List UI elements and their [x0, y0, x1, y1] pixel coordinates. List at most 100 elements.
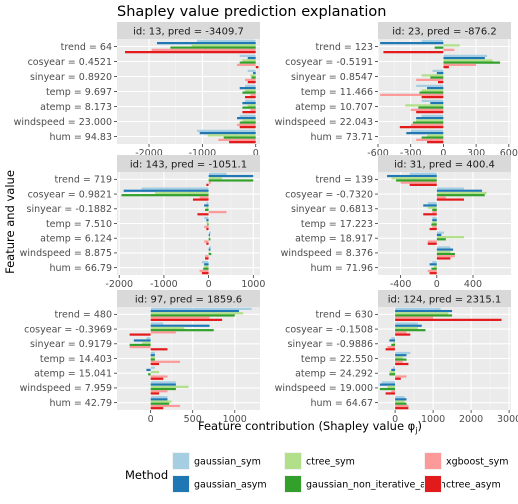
bar-gaussian_non_iterative_asym: [412, 121, 444, 124]
bar-gaussian_non_iterative_asym: [389, 373, 396, 376]
y-tick-label: windspeed = 22.043: [275, 117, 373, 128]
bar-gaussian_non_iterative_asym: [150, 358, 155, 361]
bar-gaussian_sym: [208, 172, 227, 175]
bar-xgboost_sym: [443, 63, 477, 66]
y-tick-label: trend = 123: [316, 42, 373, 53]
bar-gaussian_sym: [141, 187, 209, 190]
legend-label: gaussian_non_iterative_asym: [306, 480, 446, 491]
bar-ctree_asym: [245, 96, 256, 99]
bar-ctree_asym: [150, 392, 160, 395]
bar-gaussian_asym: [436, 72, 444, 75]
bar-ctree_sym: [395, 356, 403, 359]
legend-item-gaussian_non_iterative_asym: gaussian_non_iterative_asym: [284, 475, 446, 493]
x-tick-label: 2000: [459, 414, 483, 425]
x-tick-label: 600: [500, 148, 518, 159]
x-axis-title-end: ): [418, 419, 423, 433]
y-tick-label: atemp = 8.173: [40, 102, 112, 113]
bar-gaussian_asym: [395, 309, 453, 313]
bar-xgboost_sym: [208, 210, 227, 214]
bar-ctree_sym: [206, 206, 209, 209]
x-tick-label: 300: [467, 148, 485, 159]
bar-gaussian_asym: [208, 233, 210, 237]
bar-gaussian_asym: [432, 219, 437, 222]
bar-gaussian_sym: [427, 202, 437, 205]
legend-label: ctree_sym: [306, 457, 355, 468]
bar-xgboost_sym: [245, 78, 256, 81]
bar-xgboost_sym: [250, 108, 256, 111]
x-tick-label: 1000: [241, 279, 265, 290]
legend: Method gaussian_sym gaussian_asym ctree_sy…: [125, 452, 509, 493]
legend-label: gaussian_asym: [194, 480, 267, 491]
y-tick-label: atemp = 15.041: [34, 369, 112, 380]
bar-ctree_sym: [207, 134, 256, 137]
x-tick-label: 0: [253, 148, 259, 159]
bar-gaussian_sym: [204, 216, 209, 220]
bar-ctree_sym: [150, 400, 172, 403]
bar-ctree_asym: [206, 242, 209, 245]
bar-gaussian_asym: [436, 233, 442, 237]
bar-ctree_asym: [437, 81, 444, 84]
y-tick-label: trend = 630: [316, 310, 373, 321]
bar-ctree_sym: [142, 341, 151, 344]
bar-gaussian_non_iterative_asym: [242, 91, 256, 94]
bar-gaussian_non_iterative_asym: [396, 179, 437, 182]
bar-ctree_asym: [423, 213, 437, 216]
bar-xgboost_sym: [237, 123, 256, 126]
bar-gaussian_non_iterative_asym: [150, 329, 214, 332]
legend-item-ctree_sym: ctree_sym: [284, 452, 355, 470]
bar-gaussian_asym: [406, 132, 444, 135]
bar-xgboost_sym: [432, 210, 437, 214]
bar-gaussian_asym: [395, 324, 422, 327]
bar-ctree_asym: [399, 126, 444, 129]
bar-gaussian_non_iterative_asym: [239, 121, 256, 124]
bar-gaussian_non_iterative_asym: [207, 223, 209, 226]
panel-strip: [378, 155, 511, 172]
bar-ctree_asym: [395, 333, 411, 336]
y-tick-label: cosyear = 0.4521: [28, 57, 112, 68]
bar-gaussian_sym: [150, 351, 155, 355]
y-axis-title: Feature and value: [3, 170, 17, 274]
y-tick-label: sinyear = -0.1882: [27, 204, 112, 215]
y-tick-label: atemp = 6.124: [40, 234, 112, 245]
y-tick-label: temp = 14.403: [40, 354, 112, 365]
bar-ctree_sym: [443, 59, 493, 62]
legend-key: [425, 453, 441, 469]
bar-gaussian_non_iterative_asym: [421, 136, 444, 139]
bar-gaussian_non_iterative_asym: [239, 61, 256, 64]
bar-xgboost_sym: [395, 404, 409, 408]
bar-gaussian_sym: [150, 322, 164, 325]
bar-xgboost_sym: [204, 225, 209, 228]
bar-ctree_asym: [409, 183, 437, 186]
bar-ctree_asym: [129, 333, 151, 336]
bar-gaussian_asym: [133, 339, 151, 342]
bar-xgboost_sym: [391, 390, 396, 393]
bar-ctree_sym: [421, 74, 444, 77]
bar-gaussian_sym: [393, 366, 396, 369]
bar-xgboost_sym: [427, 269, 437, 273]
bar-ctree_sym: [389, 371, 396, 374]
x-tick-label: -1000: [150, 279, 178, 290]
bar-gaussian_sym: [208, 246, 211, 249]
bar-ctree_asym: [242, 111, 256, 114]
y-tick-label: windspeed = 23.000: [14, 117, 112, 128]
bar-gaussian_non_iterative_asym: [121, 194, 209, 197]
bar-gaussian_non_iterative_asym: [170, 46, 256, 49]
bar-ctree_asym: [201, 272, 209, 275]
x-axis-title-subscript: j: [414, 426, 417, 435]
bar-gaussian_asym: [150, 398, 168, 401]
bar-gaussian_sym: [421, 39, 444, 42]
bar-gaussian_sym: [436, 246, 451, 249]
bar-gaussian_sym: [395, 307, 441, 310]
bar-gaussian_non_iterative_asym: [205, 208, 209, 211]
bar-gaussian_non_iterative_asym: [395, 358, 407, 361]
bar-xgboost_sym: [387, 345, 396, 349]
bar-xgboost_sym: [395, 316, 434, 319]
x-tick-label: -300: [400, 148, 422, 159]
bar-xgboost_sym: [218, 138, 256, 141]
bar-xgboost_sym: [410, 108, 444, 111]
bar-gaussian_non_iterative_asym: [419, 91, 444, 94]
bar-xgboost_sym: [410, 123, 444, 126]
bar-ctree_sym: [434, 265, 437, 268]
bar-ctree_asym: [239, 126, 256, 129]
x-tick-label: 0: [148, 414, 154, 425]
